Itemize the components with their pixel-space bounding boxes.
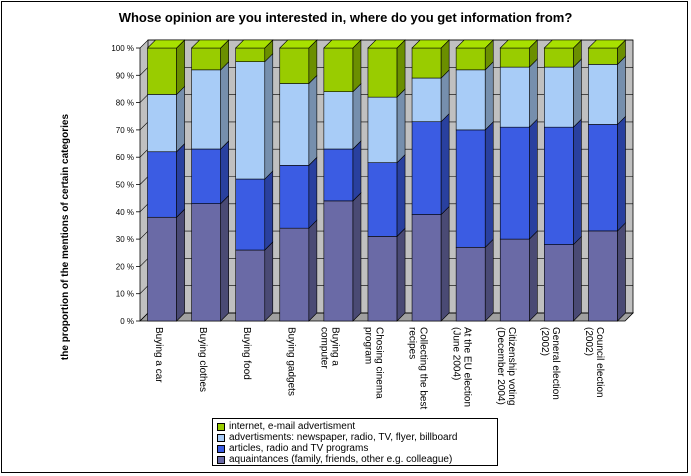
x-axis-labels: Buying a car Buying clothes Buying food Buy… bbox=[153, 327, 605, 409]
bar-segment bbox=[455, 61, 494, 131]
bar-segment bbox=[367, 153, 406, 238]
x-category-label: Collecting the bestrecipes bbox=[407, 327, 429, 409]
bar-segment bbox=[499, 230, 538, 322]
bar-segment bbox=[367, 39, 406, 98]
bar-segment bbox=[411, 39, 450, 79]
y-tick-label: 10 % bbox=[116, 290, 134, 299]
x-category-label: Buying acomputer bbox=[318, 327, 340, 369]
bar-segment bbox=[587, 39, 627, 66]
legend: internet, e-mail advertisment advertismen… bbox=[212, 418, 498, 466]
bar-segment bbox=[279, 39, 318, 85]
y-tick-label: 30 % bbox=[116, 235, 134, 244]
y-tick-label: 90 % bbox=[116, 71, 134, 80]
x-category-label: General election(2002) bbox=[539, 327, 561, 400]
y-tick-label: 60 % bbox=[116, 153, 134, 162]
legend-swatch bbox=[217, 433, 225, 442]
bar-segment bbox=[367, 88, 406, 164]
bar-segment bbox=[455, 121, 494, 249]
bar-segment bbox=[499, 58, 538, 128]
bar-segment bbox=[191, 194, 229, 322]
x-category-label: Citizenship voting(December 2004) bbox=[495, 327, 517, 405]
legend-item: aquaintances (family, friends, other e.g… bbox=[217, 454, 497, 465]
bar-segment bbox=[146, 39, 186, 96]
bar-segment bbox=[279, 74, 318, 167]
bar-segment bbox=[191, 140, 229, 205]
bar-segment bbox=[190, 39, 230, 71]
legend-label: advertisments: newspaper, radio, TV, fly… bbox=[229, 432, 458, 443]
legend-item: internet, e-mail advertisment bbox=[217, 421, 497, 432]
legend-swatch bbox=[217, 444, 225, 453]
x-category-label: Buying food bbox=[241, 327, 252, 380]
legend-label: internet, e-mail advertisment bbox=[229, 421, 356, 432]
y-tick-label: 20 % bbox=[116, 262, 134, 271]
y-tick-label: 40 % bbox=[116, 208, 134, 217]
x-category-label: Council election(2002) bbox=[583, 327, 605, 398]
bar-segment bbox=[323, 82, 362, 150]
x-category-label: Buying gadgets bbox=[285, 327, 296, 396]
bars bbox=[146, 39, 627, 322]
bar-segment bbox=[323, 39, 362, 93]
bar-segment bbox=[234, 39, 274, 63]
bar-segment bbox=[147, 85, 185, 153]
bar-segment bbox=[588, 222, 626, 322]
bar-segment bbox=[235, 170, 274, 251]
y-axis-ticks: 0 % 10 % 20 % 30 % 40 % 50 % 60 % 70 % 80 % 90 % 1… bbox=[111, 44, 140, 326]
bar-segment bbox=[544, 235, 582, 322]
bar-segment bbox=[588, 115, 626, 232]
x-category-label: Buying a car bbox=[153, 327, 164, 383]
bar-segment bbox=[279, 219, 318, 322]
y-tick-label: 100 % bbox=[111, 44, 134, 53]
bar-segment bbox=[323, 140, 362, 202]
y-tick-label: 70 % bbox=[116, 126, 134, 135]
bar-segment bbox=[235, 52, 274, 180]
y-tick-label: 0 % bbox=[120, 317, 134, 326]
bar-segment bbox=[499, 39, 539, 68]
bar-segment bbox=[543, 39, 583, 68]
bar-segment bbox=[455, 238, 494, 322]
bar-segment bbox=[411, 205, 450, 322]
x-category-label: Buying clothes bbox=[197, 327, 208, 392]
bar-segment bbox=[455, 39, 494, 71]
bar-segment bbox=[544, 118, 582, 246]
bar-segment bbox=[544, 58, 582, 128]
bar-segment bbox=[147, 143, 185, 218]
bar-segment bbox=[499, 118, 538, 240]
chart-title: Whose opinion are you interested in, whe… bbox=[118, 10, 573, 25]
legend-label: articles, radio and TV programs bbox=[229, 443, 369, 454]
bar-segment bbox=[191, 61, 229, 150]
bar-segment bbox=[323, 192, 362, 322]
bar-segment bbox=[147, 208, 185, 322]
legend-item: articles, radio and TV programs bbox=[217, 443, 497, 454]
x-category-label: Chosing cinemaprogram bbox=[363, 327, 385, 399]
bar-segment bbox=[235, 241, 274, 322]
legend-swatch bbox=[217, 422, 225, 431]
bar-segment bbox=[588, 55, 626, 126]
bar-segment bbox=[411, 69, 450, 123]
x-category-label: At the EU election(June 2004) bbox=[451, 327, 473, 407]
bar-segment bbox=[411, 112, 450, 216]
legend-swatch bbox=[217, 455, 225, 464]
bar-segment bbox=[279, 156, 318, 229]
legend-label: aquaintances (family, friends, other e.g… bbox=[229, 454, 453, 465]
y-tick-label: 50 % bbox=[116, 181, 134, 190]
bar-segment bbox=[367, 227, 406, 322]
y-tick-label: 80 % bbox=[116, 99, 134, 108]
legend-item: advertisments: newspaper, radio, TV, fly… bbox=[217, 432, 497, 443]
